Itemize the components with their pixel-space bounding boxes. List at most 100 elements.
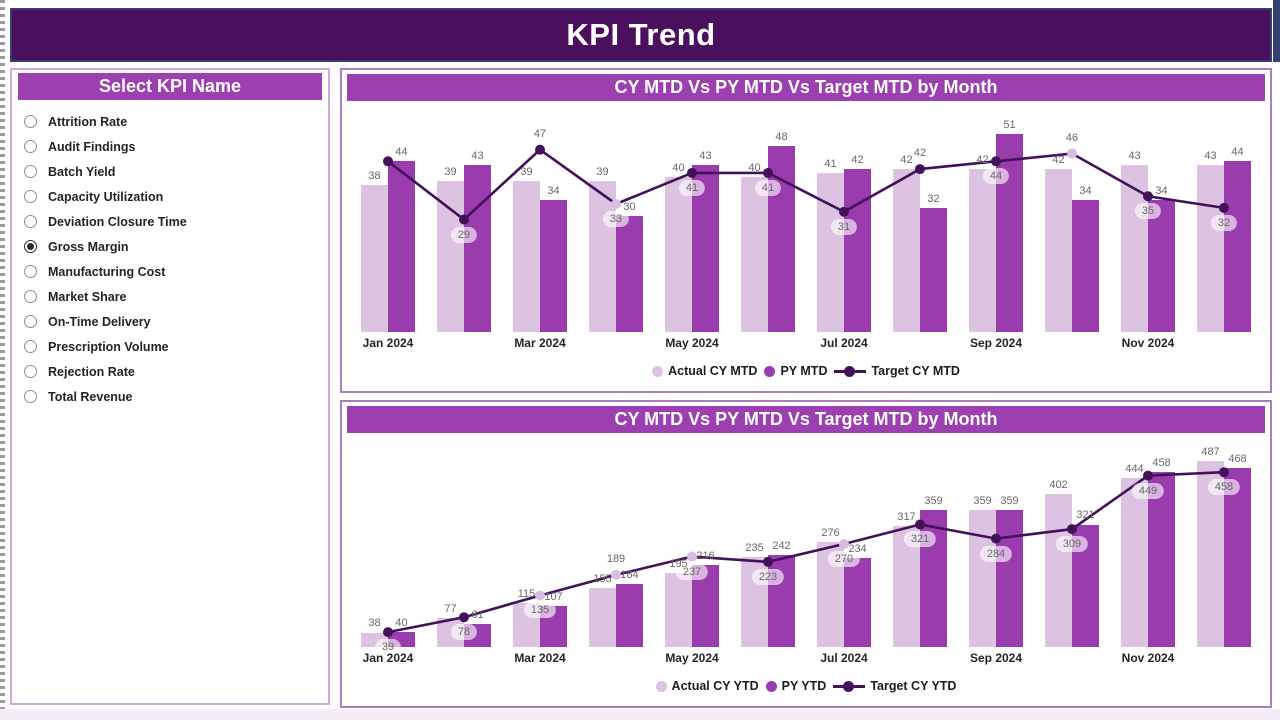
kpi-option-attrition-rate[interactable]: Attrition Rate: [24, 109, 320, 134]
bar-py-mtd[interactable]: [388, 161, 415, 332]
bar-py-mtd[interactable]: [844, 169, 871, 332]
bar-actual-cy-mtd[interactable]: [437, 180, 464, 332]
bar-actual-cy-mtd[interactable]: [741, 176, 768, 332]
bar-actual-cy-ytd[interactable]: [589, 587, 616, 647]
radio-button[interactable]: [24, 315, 37, 328]
target-marker[interactable]: [763, 167, 773, 178]
target-marker[interactable]: [1143, 470, 1153, 481]
bar-py-ytd[interactable]: [616, 584, 643, 647]
target-marker[interactable]: [459, 612, 469, 623]
x-axis-label: Jan 2024: [362, 651, 414, 665]
bar-data-label-actual-cy-mtd: 43: [1128, 150, 1141, 163]
x-axis-label: Sep 2024: [969, 651, 1023, 665]
bar-data-label-actual-cy-mtd: 40: [748, 161, 761, 174]
kpi-option-capacity-utilization[interactable]: Capacity Utilization: [24, 184, 320, 209]
kpi-option-gross-margin[interactable]: Gross Margin: [24, 234, 320, 259]
bar-py-mtd[interactable]: [920, 207, 947, 332]
radio-button[interactable]: [24, 165, 37, 178]
bar-actual-cy-mtd[interactable]: [513, 180, 540, 332]
bar-py-ytd[interactable]: [844, 557, 871, 647]
kpi-option-market-share[interactable]: Market Share: [24, 284, 320, 309]
legend-item-target-cy-ytd[interactable]: Target CY YTD: [833, 679, 956, 693]
legend-item-py-ytd[interactable]: PY YTD: [765, 679, 826, 693]
bar-data-label-actual-cy-ytd: 155: [593, 572, 612, 585]
bar-py-mtd[interactable]: [768, 145, 795, 332]
kpi-option-total-revenue[interactable]: Total Revenue: [24, 384, 320, 409]
bar-py-ytd[interactable]: [1224, 468, 1251, 647]
bar-actual-cy-mtd[interactable]: [361, 184, 388, 332]
target-marker[interactable]: [839, 538, 849, 549]
target-marker[interactable]: [839, 206, 849, 217]
target-marker[interactable]: [1143, 191, 1153, 202]
bar-actual-cy-mtd[interactable]: [665, 176, 692, 332]
bar-actual-cy-ytd[interactable]: [969, 510, 996, 647]
target-marker[interactable]: [459, 214, 469, 225]
mtd-combo-chart[interactable]: CY MTD Vs PY MTD Vs Target MTD by Month …: [340, 68, 1272, 393]
bar-py-mtd[interactable]: [1072, 200, 1099, 332]
bar-actual-cy-mtd[interactable]: [1197, 165, 1224, 332]
target-marker[interactable]: [687, 551, 697, 562]
legend-item-actual-cy-mtd[interactable]: Actual CY MTD: [652, 364, 757, 378]
target-marker[interactable]: [383, 156, 393, 167]
bar-data-label-py-mtd: 44: [1231, 146, 1244, 159]
bar-py-mtd[interactable]: [996, 134, 1023, 332]
target-marker[interactable]: [611, 198, 621, 209]
legend-label: Target CY MTD: [871, 364, 960, 378]
bar-py-ytd[interactable]: [996, 510, 1023, 647]
bar-py-mtd[interactable]: [1148, 200, 1175, 332]
target-data-label: 29: [450, 226, 478, 243]
radio-button[interactable]: [24, 365, 37, 378]
kpi-option-deviation-closure-time[interactable]: Deviation Closure Time: [24, 209, 320, 234]
target-marker[interactable]: [1067, 524, 1077, 535]
target-marker[interactable]: [1067, 148, 1077, 159]
bar-py-mtd[interactable]: [616, 215, 643, 332]
radio-button[interactable]: [24, 140, 37, 153]
bar-py-ytd[interactable]: [1148, 472, 1175, 647]
radio-button[interactable]: [24, 390, 37, 403]
radio-button[interactable]: [24, 340, 37, 353]
bar-py-mtd[interactable]: [464, 165, 491, 332]
target-marker[interactable]: [1219, 467, 1229, 478]
target-marker[interactable]: [383, 627, 393, 638]
target-marker[interactable]: [611, 569, 621, 580]
target-marker[interactable]: [915, 519, 925, 530]
radio-button[interactable]: [24, 240, 37, 253]
radio-button[interactable]: [24, 115, 37, 128]
legend-item-actual-cy-ytd[interactable]: Actual CY YTD: [655, 679, 759, 693]
target-marker[interactable]: [1219, 202, 1229, 213]
target-marker[interactable]: [535, 590, 545, 601]
target-data-label: 42: [906, 145, 934, 162]
kpi-option-label: Prescription Volume: [48, 339, 169, 354]
kpi-option-manufacturing-cost[interactable]: Manufacturing Cost: [24, 259, 320, 284]
bar-py-mtd[interactable]: [540, 200, 567, 332]
radio-button[interactable]: [24, 215, 37, 228]
kpi-option-rejection-rate[interactable]: Rejection Rate: [24, 359, 320, 384]
target-marker[interactable]: [991, 156, 1001, 167]
kpi-option-batch-yield[interactable]: Batch Yield: [24, 159, 320, 184]
radio-button[interactable]: [24, 265, 37, 278]
kpi-option-prescription-volume[interactable]: Prescription Volume: [24, 334, 320, 359]
bar-actual-cy-ytd[interactable]: [665, 572, 692, 647]
ytd-combo-chart[interactable]: CY MTD Vs PY MTD Vs Target MTD by Month …: [340, 400, 1272, 708]
legend-item-target-cy-mtd[interactable]: Target CY MTD: [834, 364, 960, 378]
kpi-slicer-panel[interactable]: Select KPI Name Attrition Rate Audit Find…: [10, 68, 330, 705]
target-marker[interactable]: [991, 533, 1001, 544]
target-data-label: 284: [979, 545, 1013, 562]
kpi-option-audit-findings[interactable]: Audit Findings: [24, 134, 320, 159]
target-marker[interactable]: [687, 167, 697, 178]
bar-actual-cy-ytd[interactable]: [1121, 477, 1148, 647]
target-marker[interactable]: [763, 556, 773, 567]
target-marker[interactable]: [915, 164, 925, 175]
x-axis-label: Sep 2024: [969, 336, 1023, 350]
target-marker[interactable]: [535, 144, 545, 155]
radio-button[interactable]: [24, 290, 37, 303]
bar-py-mtd[interactable]: [1224, 161, 1251, 332]
bar-actual-cy-ytd[interactable]: [1045, 493, 1072, 647]
radio-button[interactable]: [24, 190, 37, 203]
bar-actual-cy-mtd[interactable]: [1045, 169, 1072, 332]
legend-item-py-mtd[interactable]: PY MTD: [764, 364, 827, 378]
kpi-option-on-time-delivery[interactable]: On-Time Delivery: [24, 309, 320, 334]
kpi-option-label: Audit Findings: [48, 139, 136, 154]
bar-actual-cy-mtd[interactable]: [969, 169, 996, 332]
bar-actual-cy-mtd[interactable]: [893, 169, 920, 332]
